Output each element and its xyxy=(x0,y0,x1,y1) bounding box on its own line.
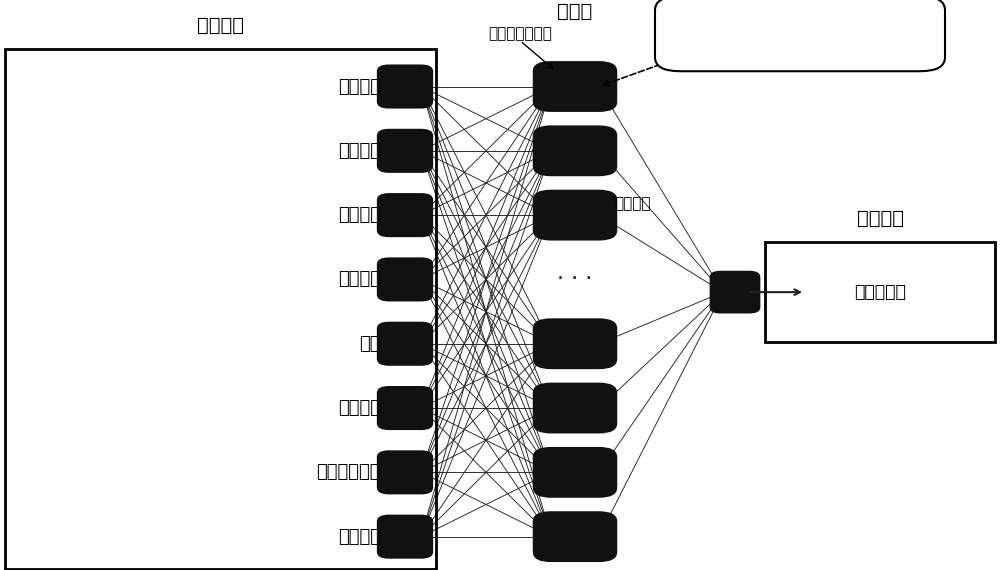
FancyBboxPatch shape xyxy=(655,0,945,71)
FancyBboxPatch shape xyxy=(533,382,617,433)
Text: 风速: 风速 xyxy=(360,335,381,353)
Text: 输入变量: 输入变量 xyxy=(197,16,244,35)
FancyBboxPatch shape xyxy=(533,61,617,112)
Text: · · ·: · · · xyxy=(557,270,593,290)
FancyBboxPatch shape xyxy=(710,271,760,314)
Text: 输出变量: 输出变量 xyxy=(856,209,904,228)
FancyBboxPatch shape xyxy=(533,125,617,176)
Text: 大气压强: 大气压强 xyxy=(338,399,381,417)
Text: 隐藏层激活函数: 隐藏层激活函数 xyxy=(739,26,801,41)
Text: 灌溉需水量: 灌溉需水量 xyxy=(854,283,906,301)
Text: 太阳辐射能量: 太阳辐射能量 xyxy=(316,463,381,481)
Text: 输出权值: 输出权值 xyxy=(614,196,650,211)
FancyBboxPatch shape xyxy=(533,447,617,498)
Text: 土壤湿度: 土壤湿度 xyxy=(338,270,381,288)
FancyBboxPatch shape xyxy=(377,193,433,237)
FancyBboxPatch shape xyxy=(533,190,617,241)
FancyBboxPatch shape xyxy=(533,511,617,562)
Text: 输入权值和阈值: 输入权值和阈值 xyxy=(488,26,552,40)
Text: 土壤温度: 土壤温度 xyxy=(338,206,381,224)
FancyBboxPatch shape xyxy=(377,64,433,108)
FancyBboxPatch shape xyxy=(377,129,433,173)
Text: 隐含层: 隐含层 xyxy=(557,2,593,21)
Text: 大气湿度: 大气湿度 xyxy=(338,142,381,160)
Text: $g(x)$: $g(x)$ xyxy=(877,23,913,44)
FancyBboxPatch shape xyxy=(377,321,433,366)
FancyBboxPatch shape xyxy=(377,515,433,559)
Text: 作物系数: 作物系数 xyxy=(338,528,381,545)
Text: 大气温度: 大气温度 xyxy=(338,78,381,96)
Bar xyxy=(5,49,436,569)
FancyBboxPatch shape xyxy=(377,258,433,302)
FancyBboxPatch shape xyxy=(377,450,433,494)
FancyBboxPatch shape xyxy=(533,318,617,369)
FancyBboxPatch shape xyxy=(377,386,433,430)
Bar xyxy=(765,242,995,342)
